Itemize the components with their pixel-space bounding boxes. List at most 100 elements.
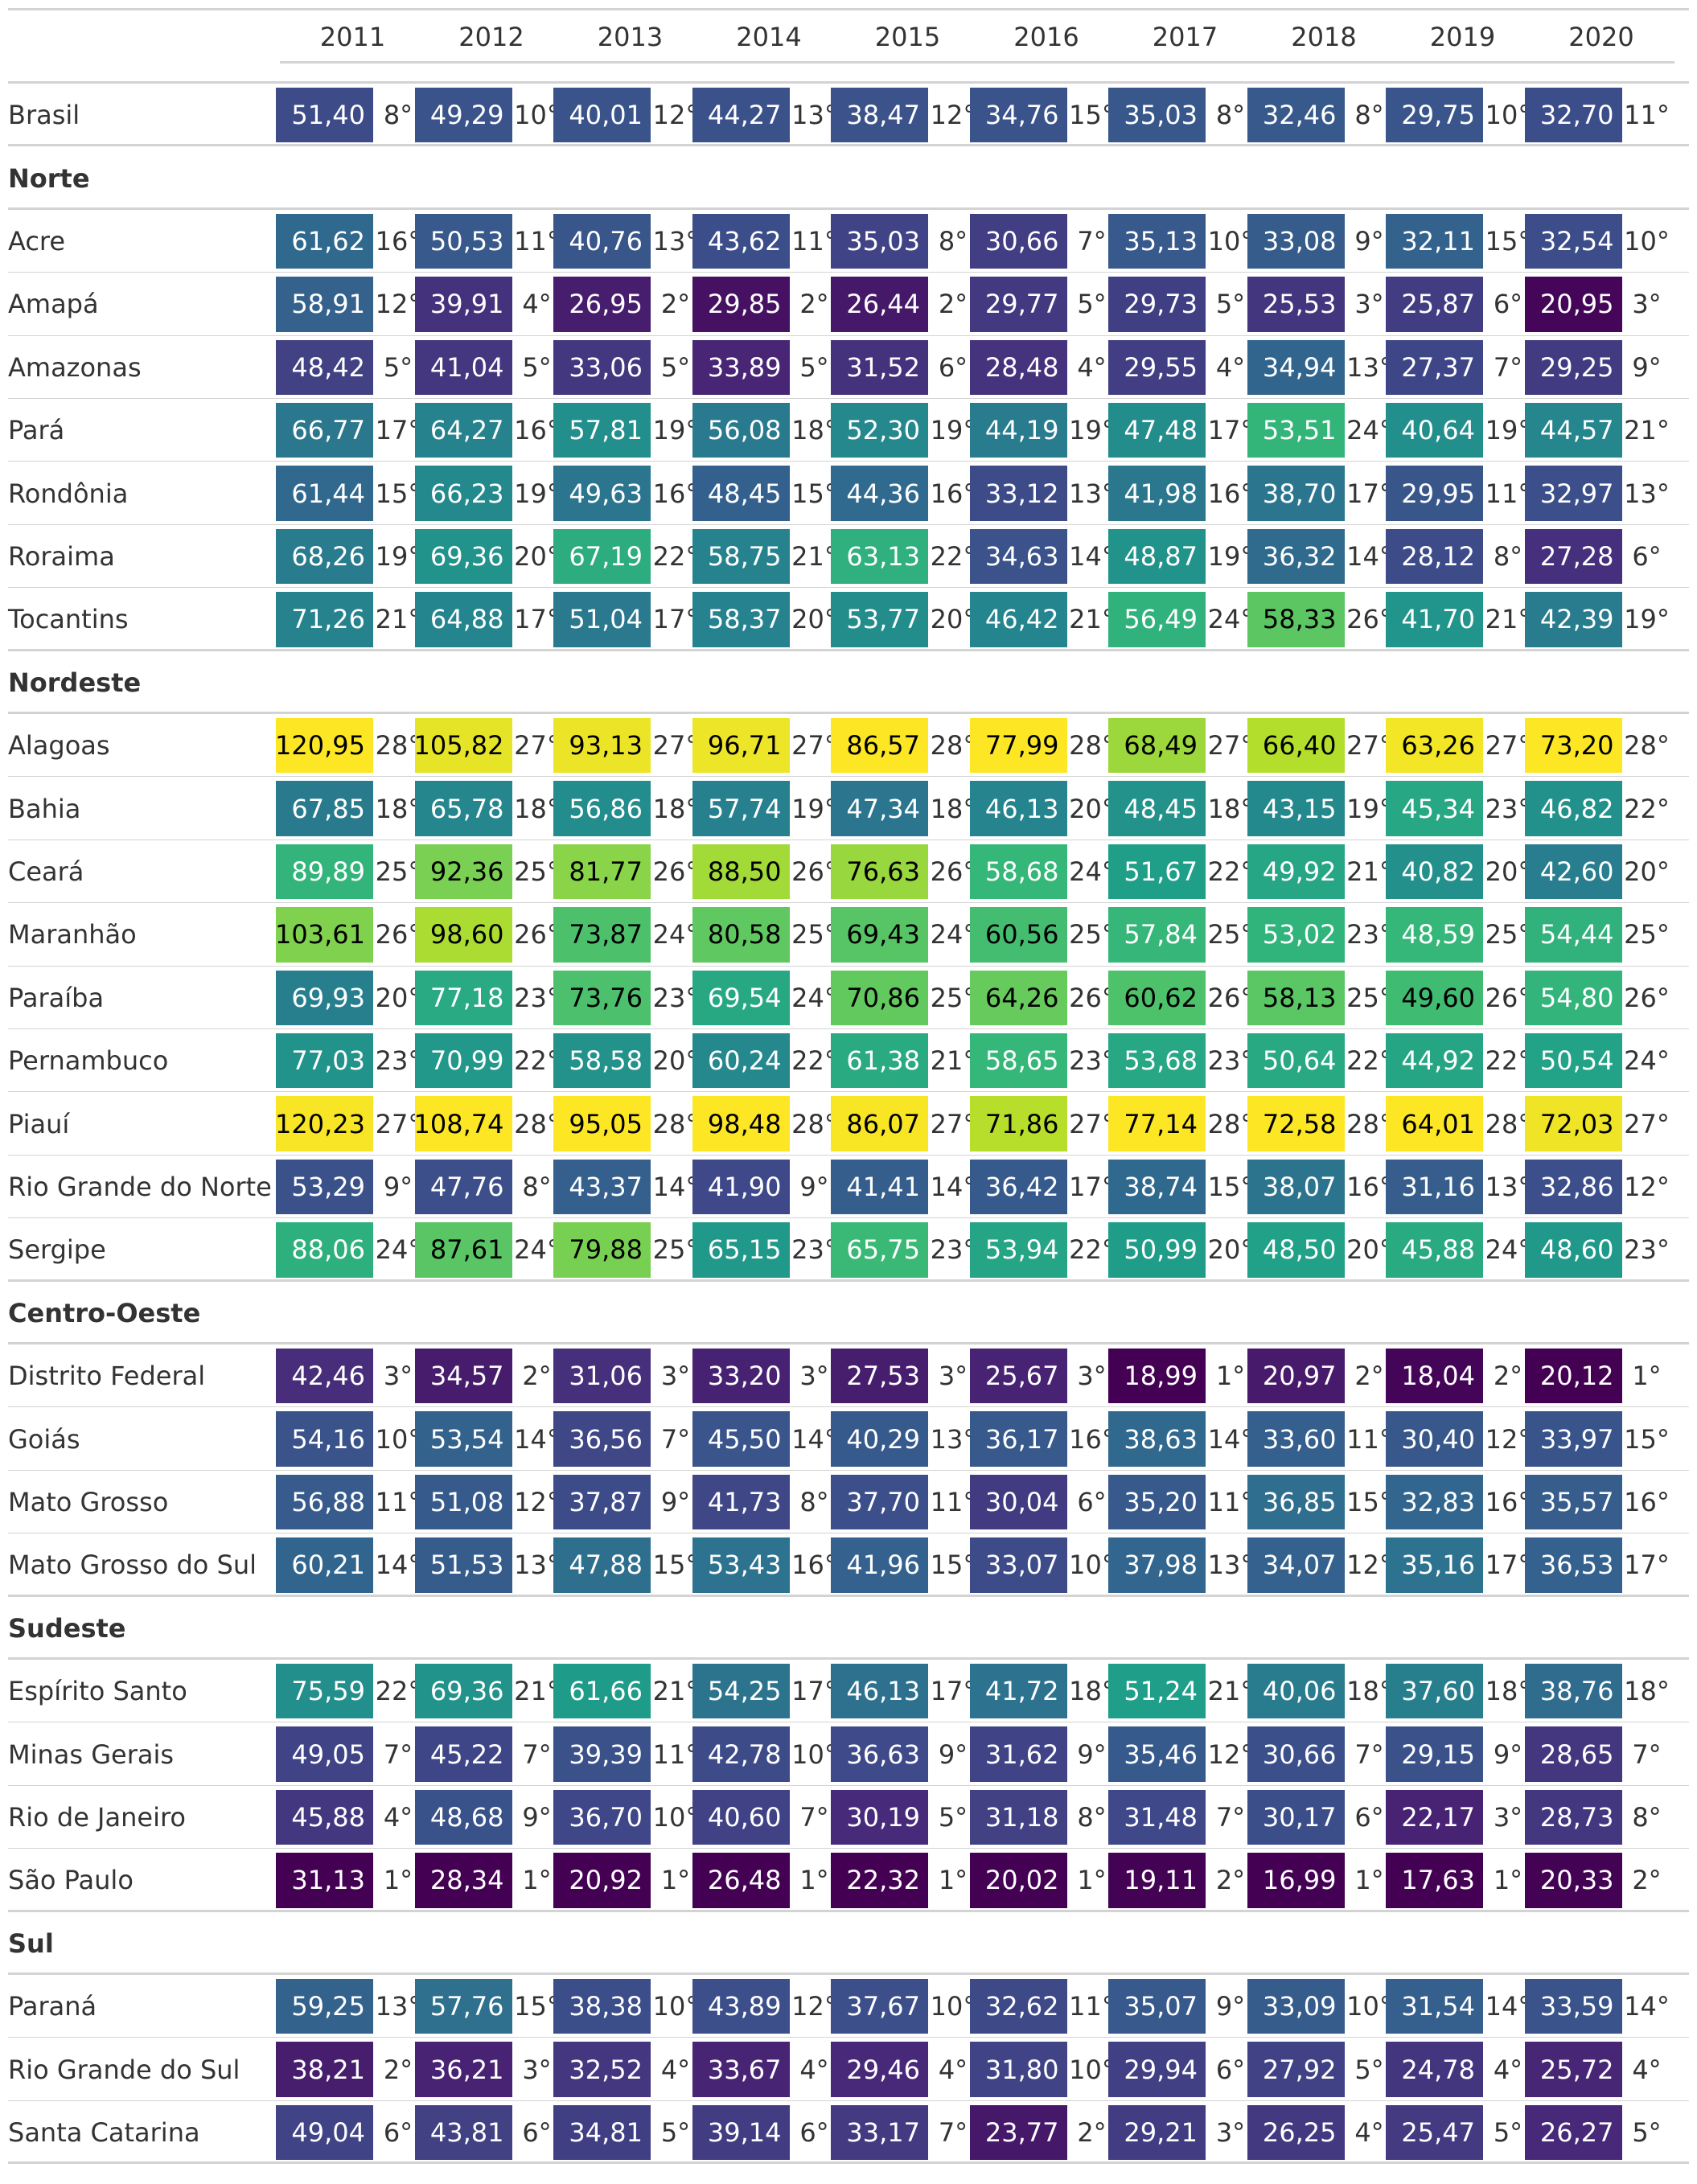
rank-cell: 11° (652, 1739, 699, 1770)
value-cell: 30,40 (1386, 1411, 1483, 1467)
rank-cell: 5° (1077, 289, 1107, 320)
rank-cell: 1° (1632, 1361, 1662, 1392)
rank-cell: 23° (1485, 793, 1531, 824)
row-rule (8, 776, 1689, 778)
rank-cell: 8° (1077, 1801, 1107, 1833)
value-cell: 41,72 (969, 1664, 1067, 1719)
value-cell: 103,61 (275, 907, 373, 963)
rank-cell: 27° (1485, 730, 1531, 762)
value-cell: 49,04 (276, 2104, 373, 2161)
value-cell: 33,59 (1524, 1979, 1622, 2034)
rank-cell: 11° (1207, 1486, 1254, 1517)
value-cell: 37,70 (831, 1474, 928, 1530)
value-cell: 35,20 (1108, 1474, 1206, 1530)
rank-cell: 8° (1354, 100, 1384, 131)
rank-cell: 22° (1207, 856, 1254, 887)
rank-cell: 12° (1346, 1550, 1392, 1581)
rank-cell: 6° (799, 2116, 829, 2148)
value-cell: 44,36 (831, 466, 928, 521)
value-cell: 64,88 (414, 592, 512, 647)
rank-cell: 26° (930, 856, 976, 887)
value-cell: 48,45 (1108, 781, 1206, 836)
rank-cell: 26° (1069, 982, 1115, 1013)
rank-cell: 20° (1207, 1234, 1254, 1266)
value-cell: 40,06 (1247, 1664, 1345, 1719)
value-cell: 63,13 (831, 528, 928, 585)
value-cell: 71,26 (276, 592, 373, 647)
value-cell: 43,15 (1247, 781, 1345, 836)
value-cell: 58,91 (276, 277, 373, 332)
value-cell: 33,06 (553, 339, 651, 395)
year-underline (973, 61, 1120, 64)
value-cell: 41,98 (1108, 466, 1206, 521)
rank-cell: 5° (1632, 2116, 1662, 2148)
rank-cell: 17° (1069, 1171, 1115, 1202)
value-cell: 64,26 (969, 970, 1067, 1025)
rank-cell: 2° (938, 289, 968, 320)
row-rule (8, 523, 1689, 525)
group-end-rule (8, 1909, 1689, 1912)
value-cell: 47,88 (553, 1537, 651, 1593)
row-rule (8, 1091, 1689, 1093)
rank-cell: 7° (938, 2116, 968, 2148)
value-cell: 30,17 (1247, 1789, 1345, 1845)
rank-cell: 4° (799, 2054, 829, 2085)
rank-cell: 2° (660, 289, 691, 320)
value-cell: 48,50 (1247, 1222, 1345, 1278)
rank-cell: 17° (1207, 415, 1254, 446)
rank-cell: 12° (1207, 1739, 1254, 1770)
value-cell: 20,33 (1524, 1853, 1622, 1908)
value-cell: 20,12 (1524, 1349, 1622, 1404)
value-cell: 39,39 (553, 1726, 651, 1782)
value-cell: 73,87 (553, 907, 651, 963)
value-cell: 60,62 (1108, 970, 1206, 1025)
row-rule (8, 2100, 1689, 2101)
value-cell: 64,01 (1386, 1096, 1483, 1152)
value-cell: 48,60 (1524, 1222, 1622, 1278)
value-cell: 72,03 (1524, 1096, 1622, 1152)
row-rule (8, 1406, 1689, 1408)
rank-cell: 20° (1485, 856, 1531, 887)
row-rule (8, 335, 1689, 336)
value-cell: 38,47 (831, 88, 928, 143)
value-cell: 93,13 (553, 718, 651, 774)
value-cell: 53,94 (969, 1222, 1067, 1278)
value-cell: 45,22 (414, 1726, 512, 1782)
rank-cell: 17° (375, 415, 421, 446)
rank-cell: 22° (1069, 1234, 1115, 1266)
rank-cell: 13° (1069, 478, 1115, 509)
row-rule (8, 902, 1689, 904)
rank-cell: 11° (1624, 100, 1670, 131)
rank-cell: 27° (1346, 730, 1392, 762)
rank-cell: 27° (930, 1108, 976, 1139)
value-cell: 53,54 (414, 1411, 512, 1467)
column-header-year: 2019 (1429, 22, 1496, 52)
value-cell: 30,66 (969, 213, 1067, 269)
rank-cell: 18° (514, 793, 560, 824)
rank-cell: 28° (1207, 1108, 1254, 1139)
value-cell: 58,33 (1247, 592, 1345, 647)
rank-cell: 15° (1624, 1423, 1670, 1455)
value-cell: 29,25 (1524, 339, 1622, 395)
rank-cell: 10° (1624, 225, 1670, 257)
rank-cell: 21° (930, 1045, 976, 1077)
rank-cell: 25° (1207, 919, 1254, 950)
value-cell: 38,76 (1524, 1664, 1622, 1719)
rank-cell: 19° (1485, 415, 1531, 446)
rank-cell: 25° (1485, 919, 1531, 950)
rank-cell: 16° (1069, 1423, 1115, 1455)
rank-cell: 20° (1346, 1234, 1392, 1266)
rank-cell: 16° (1207, 478, 1254, 509)
value-cell: 36,21 (414, 2042, 512, 2097)
rank-cell: 28° (652, 1108, 699, 1139)
rank-cell: 13° (1207, 1550, 1254, 1581)
rank-cell: 18° (1069, 1676, 1115, 1707)
value-cell: 56,86 (553, 781, 651, 836)
row-rule (8, 461, 1689, 462)
value-cell: 73,76 (553, 970, 651, 1025)
value-cell: 31,18 (969, 1789, 1067, 1845)
rank-cell: 19° (1346, 793, 1392, 824)
rank-cell: 19° (791, 793, 837, 824)
value-cell: 51,04 (553, 592, 651, 647)
rank-cell: 10° (652, 1991, 699, 2022)
